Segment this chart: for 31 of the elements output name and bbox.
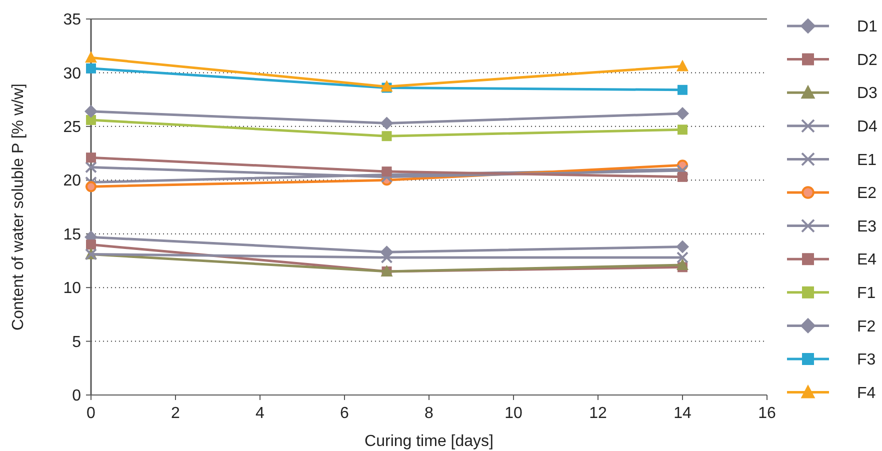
- x-tick-label: 12: [589, 405, 607, 422]
- legend-label: F3: [857, 352, 876, 369]
- legend-label: F2: [857, 318, 876, 336]
- x-tick-label: 14: [674, 405, 692, 422]
- x-tick-label: 2: [171, 405, 180, 422]
- legend-label: E1: [857, 152, 877, 169]
- y-tick-label: 35: [63, 12, 82, 29]
- y-tick-label: 10: [63, 280, 82, 298]
- x-tick-label: 16: [758, 405, 776, 422]
- legend-label: D3: [857, 85, 878, 102]
- legend-label: E3: [857, 218, 877, 236]
- legend-label: D2: [857, 52, 878, 69]
- x-axis-title: Curing time [days]: [364, 433, 494, 450]
- x-tick-label: 0: [86, 405, 96, 422]
- legend-label: D4: [857, 118, 878, 136]
- legend-label: D1: [857, 18, 878, 36]
- x-tick-label: 8: [424, 405, 434, 422]
- y-tick-label: 25: [63, 119, 82, 136]
- legend-label: E2: [857, 185, 877, 202]
- y-tick-label: 0: [72, 388, 82, 405]
- legend-label: F1: [857, 285, 876, 302]
- legend-label: E4: [857, 252, 877, 269]
- y-tick-label: 15: [63, 226, 82, 244]
- y-tick-label: 20: [63, 172, 82, 190]
- y-tick-label: 30: [63, 65, 82, 82]
- legend-label: F4: [857, 384, 876, 402]
- x-tick-label: 6: [340, 405, 350, 422]
- y-axis-title: Content of water soluble P [% w/w]: [10, 84, 27, 330]
- y-tick-label: 5: [72, 334, 82, 351]
- x-tick-label: 4: [256, 405, 265, 422]
- x-tick-label: 10: [504, 405, 522, 422]
